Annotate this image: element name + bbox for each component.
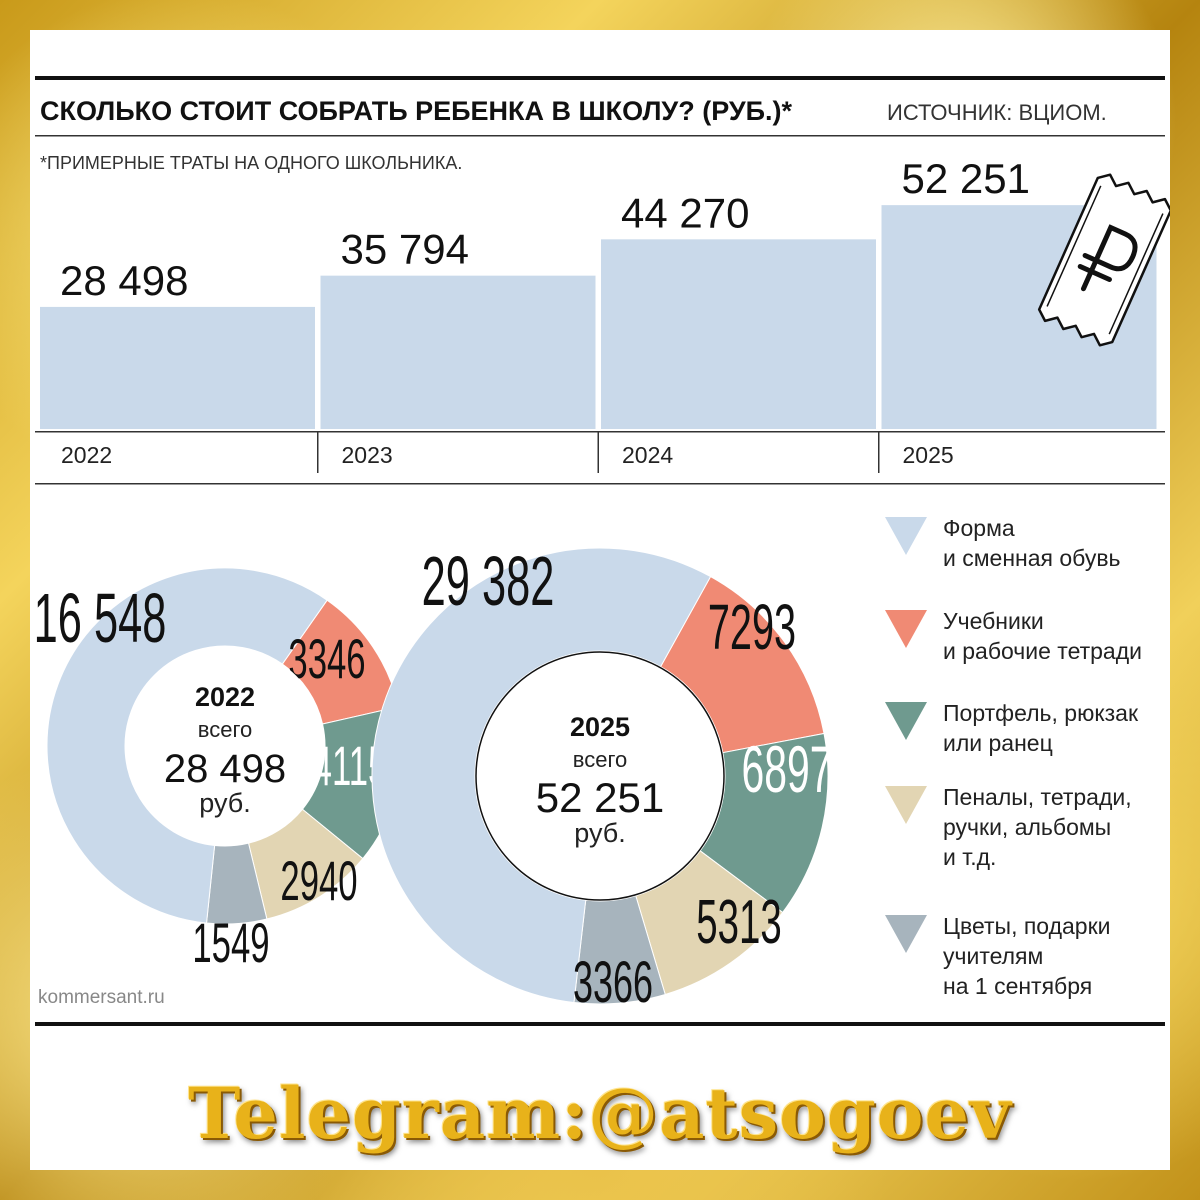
legend-label: Форма xyxy=(943,515,1015,541)
bar-value-label: 44 270 xyxy=(621,189,749,236)
infographic-card: СКОЛЬКО СТОИТ СОБРАТЬ РЕБЕНКА В ШКОЛУ? (… xyxy=(30,30,1173,1170)
bar-2022 xyxy=(40,306,315,429)
bar-value-label: 35 794 xyxy=(341,226,469,273)
year-tick-label: 2024 xyxy=(622,442,673,468)
slice-value-label: 16 548 xyxy=(34,579,167,657)
legend-label: Пеналы, тетради, xyxy=(943,784,1132,810)
slice-value-label: 3346 xyxy=(288,628,365,691)
credit-text: kommersant.ru xyxy=(38,987,165,1008)
center-unit: руб. xyxy=(574,818,625,848)
legend-swatch xyxy=(885,517,927,555)
bar-value-label: 28 498 xyxy=(60,257,188,304)
center-year: 2025 xyxy=(570,712,630,742)
slice-value-label: 29 382 xyxy=(422,542,555,620)
slice-value-label: 3366 xyxy=(573,950,653,1015)
center-total: 52 251 xyxy=(536,774,664,821)
legend-swatch xyxy=(885,702,927,740)
source-note: ИСТОЧНИК: ВЦИОМ. xyxy=(887,100,1107,125)
center-label: всего xyxy=(573,747,627,772)
legend-label: и т.д. xyxy=(943,844,996,870)
center-year: 2022 xyxy=(195,682,255,712)
slice-value-label: 6897 xyxy=(741,732,832,807)
legend-label: на 1 сентября xyxy=(943,973,1092,999)
year-tick-separator xyxy=(317,431,319,473)
legend-label: учителям xyxy=(943,943,1043,969)
legend-label: или ранец xyxy=(943,730,1053,756)
legend-label: и рабочие тетради xyxy=(943,638,1142,664)
infographic-svg: СКОЛЬКО СТОИТ СОБРАТЬ РЕБЕНКА В ШКОЛУ? (… xyxy=(34,76,1173,1026)
telegram-watermark: Telegram:@atsogoev xyxy=(188,1072,1012,1155)
legend-label: Учебники xyxy=(943,608,1044,634)
year-axis: 2022 2023 2024 2025 xyxy=(61,431,954,473)
slice-value-label: 1549 xyxy=(192,912,269,975)
legend-swatch xyxy=(885,915,927,953)
legend-label: и сменная обувь xyxy=(943,545,1121,571)
center-label: всего xyxy=(198,717,252,742)
bottom-rule xyxy=(35,1022,1165,1026)
legend-label: Портфель, рюкзак xyxy=(943,700,1139,726)
center-unit: руб. xyxy=(199,788,250,818)
legend-swatch xyxy=(885,786,927,824)
slice-value-label: 7293 xyxy=(708,593,796,664)
legend: Форма и сменная обувь Учебники и рабочие те… xyxy=(885,515,1142,999)
bar-2023 xyxy=(320,275,596,429)
legend-label: ручки, альбомы xyxy=(943,814,1111,840)
title-underline xyxy=(35,135,1165,137)
center-total: 28 498 xyxy=(164,747,286,791)
legend-label: Цветы, подарки xyxy=(943,913,1111,939)
donut-center xyxy=(475,651,725,901)
bar-2024 xyxy=(601,239,876,429)
year-tick-separator xyxy=(597,431,599,473)
donut-slice xyxy=(371,547,712,1004)
bar-baseline xyxy=(35,431,1165,433)
year-tick-label: 2025 xyxy=(903,442,954,468)
year-tick-separator xyxy=(878,431,880,473)
top-rule xyxy=(35,76,1165,80)
year-tick-label: 2023 xyxy=(342,442,393,468)
donut-center xyxy=(125,646,325,846)
bar-value-label: 52 251 xyxy=(902,155,1030,202)
bar-chart: 28 498 35 794 44 270 52 251 xyxy=(40,155,1157,429)
section-divider xyxy=(35,483,1165,485)
slice-value-label: 2940 xyxy=(280,850,357,913)
slice-value-label: 5313 xyxy=(696,887,782,957)
footnote: *ПРИМЕРНЫЕ ТРАТЫ НА ОДНОГО ШКОЛЬНИКА. xyxy=(40,153,462,173)
ruble-receipt-icon xyxy=(1037,173,1173,347)
legend-swatch xyxy=(885,610,927,648)
year-tick-label: 2022 xyxy=(61,442,112,468)
chart-title: СКОЛЬКО СТОИТ СОБРАТЬ РЕБЕНКА В ШКОЛУ? (… xyxy=(40,96,793,126)
